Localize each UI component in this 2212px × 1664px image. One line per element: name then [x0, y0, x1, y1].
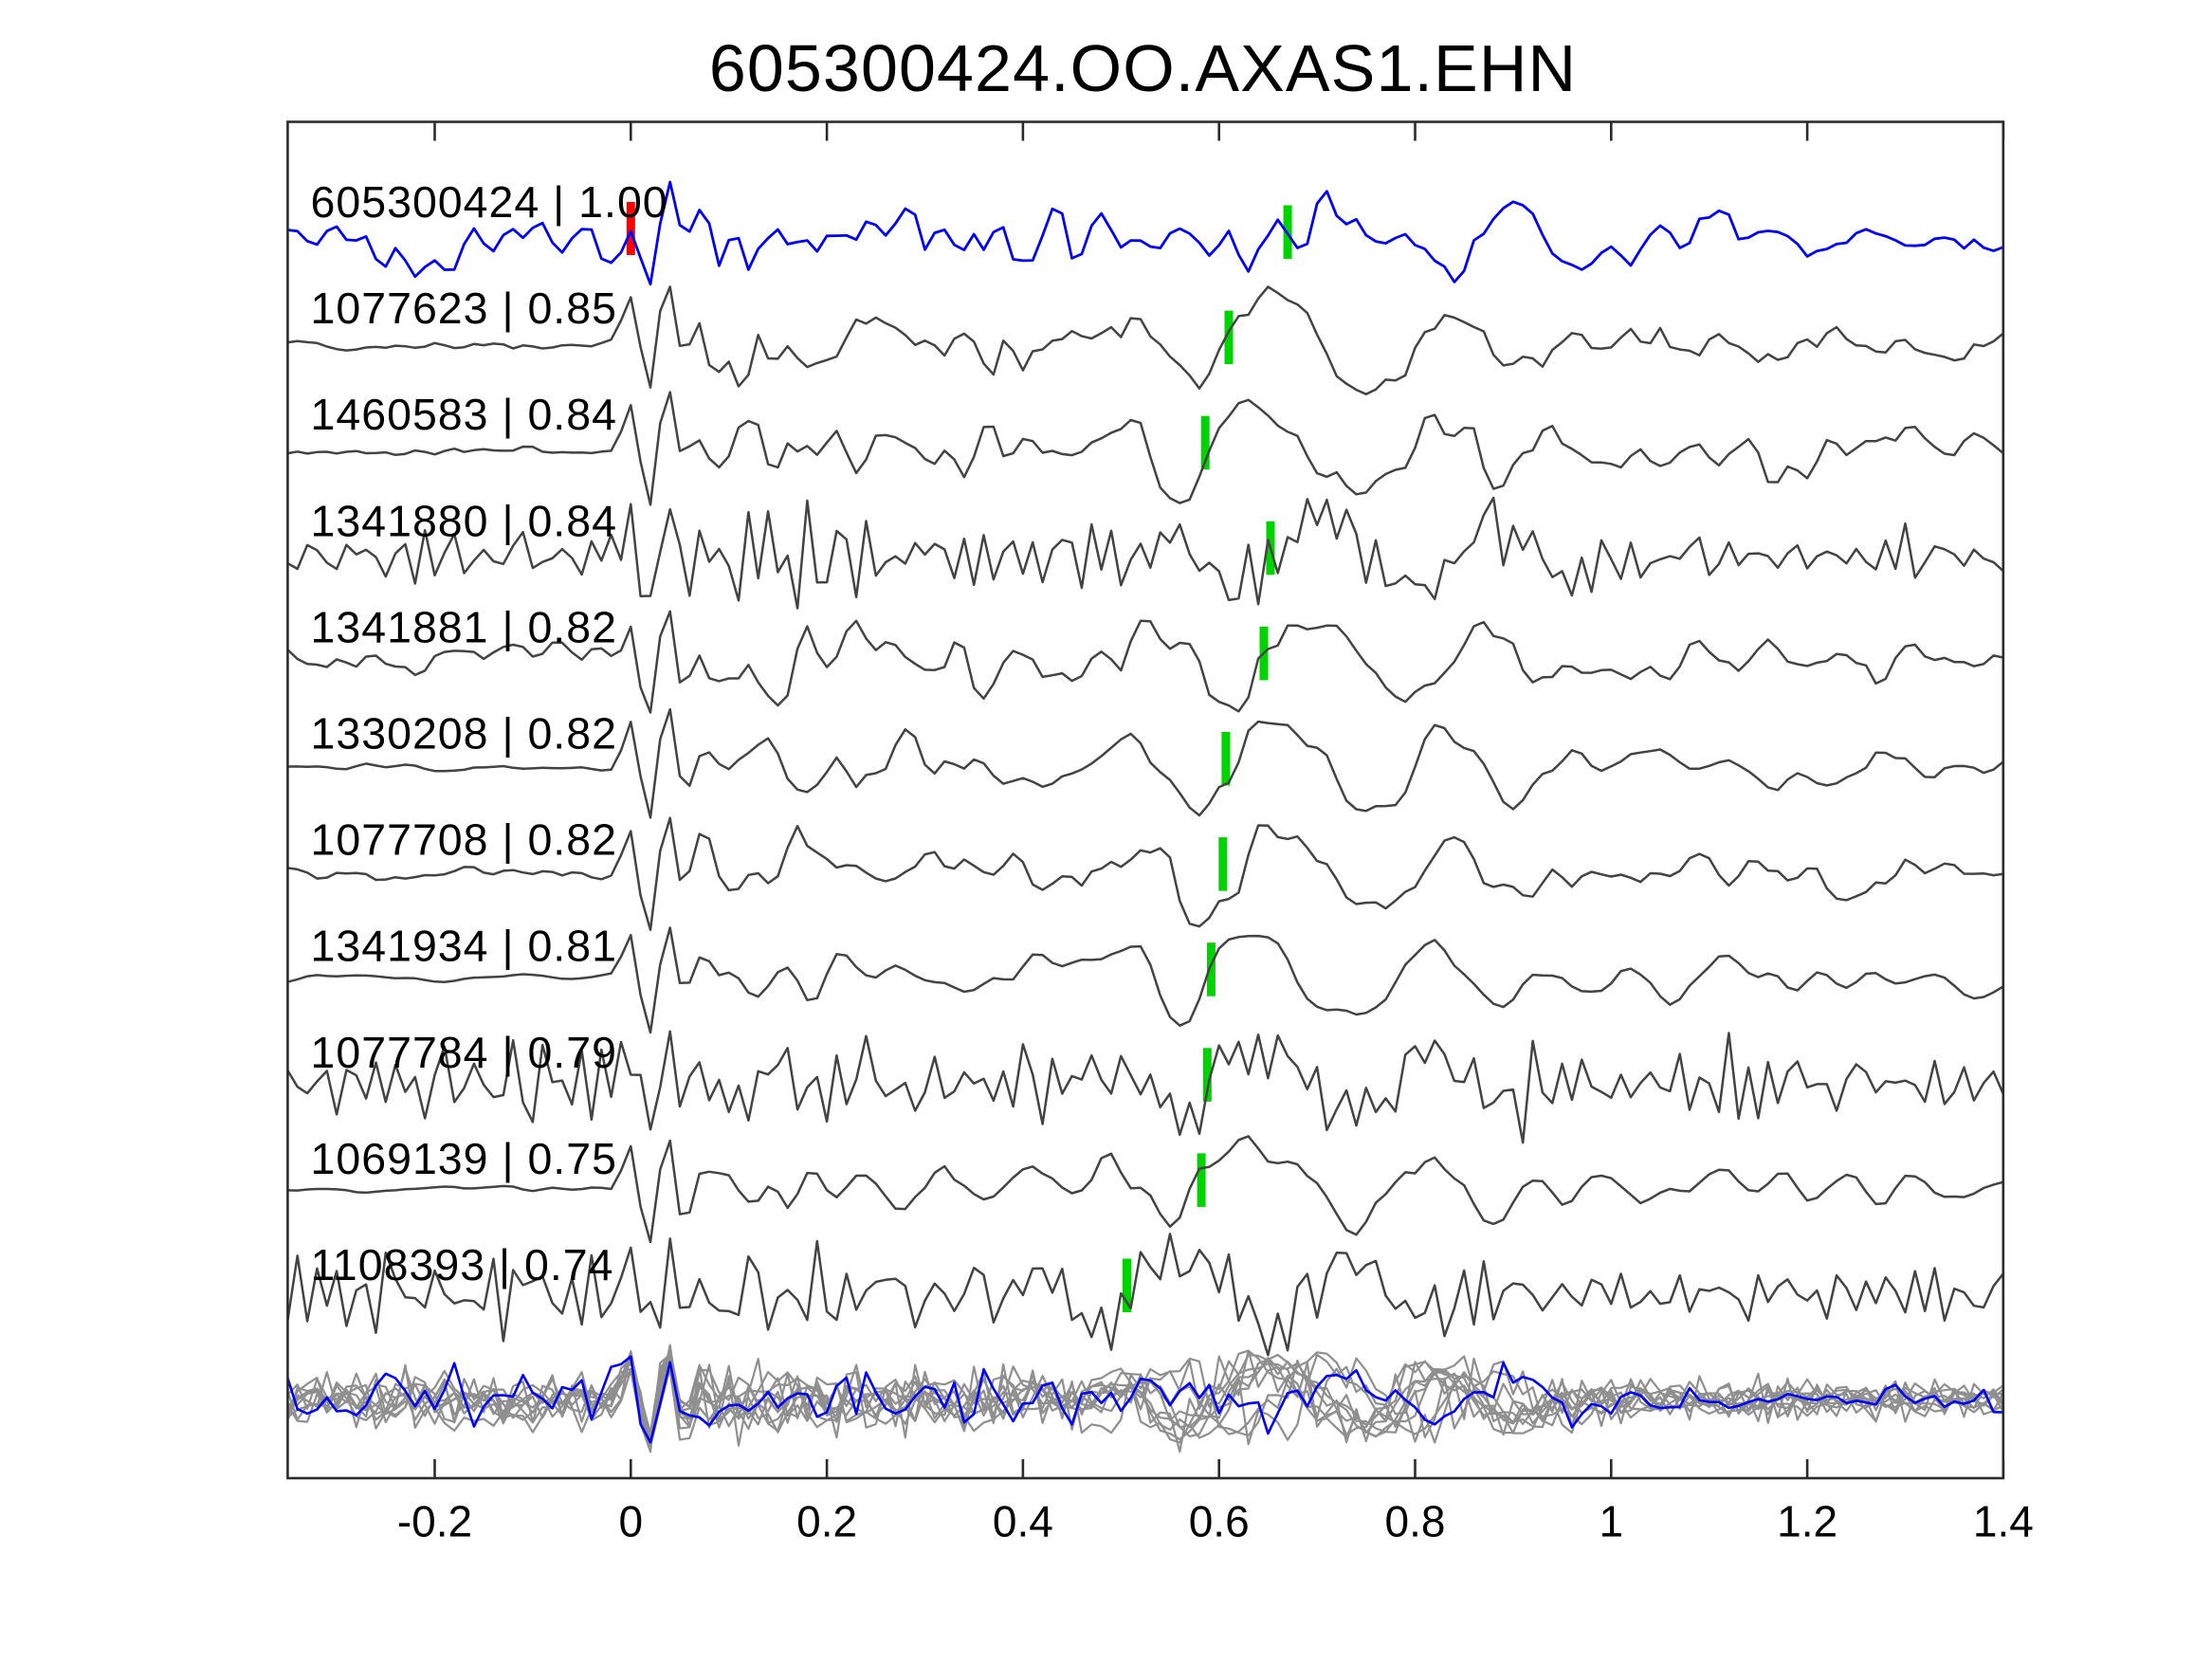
svg-text:0.4: 0.4 — [993, 1497, 1053, 1546]
svg-text:1: 1 — [1600, 1497, 1624, 1546]
svg-text:1069139 | 0.75: 1069139 | 0.75 — [311, 1134, 617, 1183]
svg-text:1108393 | 0.74: 1108393 | 0.74 — [311, 1240, 614, 1289]
svg-text:1077708 | 0.82: 1077708 | 0.82 — [311, 815, 617, 865]
svg-text:0.2: 0.2 — [796, 1497, 857, 1546]
svg-text:1341934 | 0.81: 1341934 | 0.81 — [311, 922, 617, 971]
svg-text:1341880 | 0.84: 1341880 | 0.84 — [311, 496, 617, 545]
svg-text:1.2: 1.2 — [1777, 1497, 1837, 1546]
svg-text:0.8: 0.8 — [1385, 1497, 1446, 1546]
svg-text:0.6: 0.6 — [1189, 1497, 1250, 1546]
svg-text:1077784 | 0.79: 1077784 | 0.79 — [311, 1028, 617, 1077]
svg-text:1460583 | 0.84: 1460583 | 0.84 — [311, 390, 617, 439]
svg-text:1.4: 1.4 — [1973, 1497, 2034, 1546]
svg-text:605300424 | 1.00: 605300424 | 1.00 — [311, 177, 668, 227]
svg-text:1330208 | 0.82: 1330208 | 0.82 — [311, 709, 617, 759]
svg-text:1341881 | 0.82: 1341881 | 0.82 — [311, 602, 617, 651]
svg-text:-0.2: -0.2 — [397, 1497, 472, 1546]
svg-text:0: 0 — [619, 1497, 644, 1546]
svg-text:605300424.OO.AXAS1.EHN: 605300424.OO.AXAS1.EHN — [709, 31, 1577, 105]
svg-text:1077623 | 0.85: 1077623 | 0.85 — [311, 283, 617, 333]
